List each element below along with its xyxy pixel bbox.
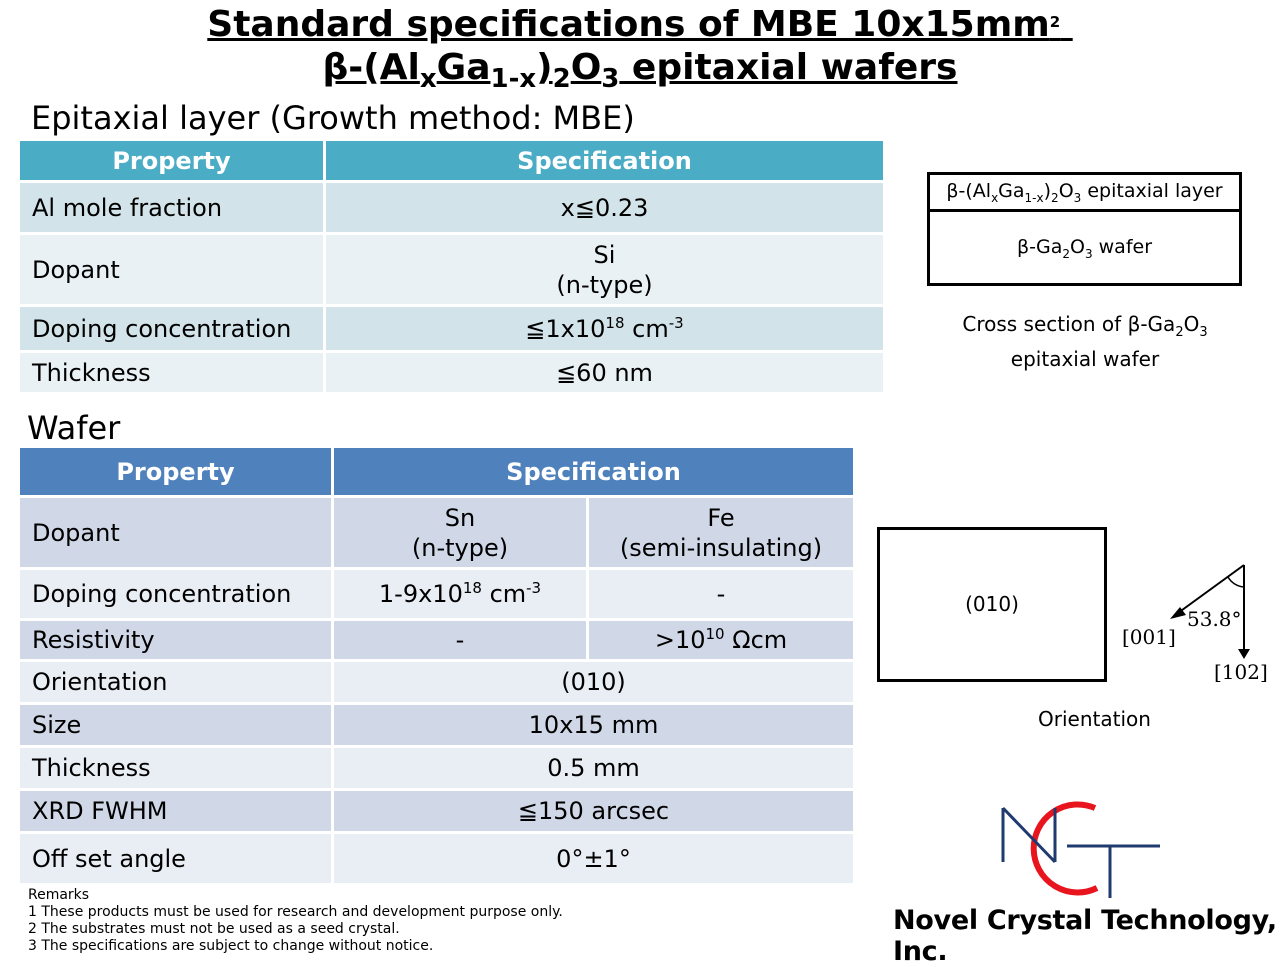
table-row: Al mole fraction x≦0.23: [20, 183, 886, 235]
company-name: Novel Crystal Technology, Inc.: [893, 905, 1277, 967]
table-row: Off set angle 0°±1°: [20, 834, 856, 886]
company-logo: [1001, 801, 1160, 898]
angle-arc: [1227, 576, 1245, 588]
orientation-caption: Orientation: [1038, 707, 1151, 731]
wafer-spec-table: Property Specification Dopant Sn (n-type…: [20, 448, 856, 886]
table-row: Doping concentration 1-9x1018 cm-3 -: [20, 570, 856, 621]
logo-arc-icon: [1030, 801, 1099, 896]
direction-001-label: [001]: [1122, 625, 1176, 649]
property-cell: Dopant: [20, 498, 334, 570]
value-cell: 0.5 mm: [334, 748, 856, 791]
value-cell: 10x15 mm: [334, 705, 856, 748]
property-cell: Thickness: [20, 748, 334, 791]
table-row: Thickness ≦60 nm: [20, 353, 886, 395]
wafer-header-specification: Specification: [334, 448, 856, 498]
table-row: Resistivity - >1010 Ωcm: [20, 621, 856, 662]
value-cell-sn: Sn (n-type): [334, 498, 589, 570]
remark-item: 3 The specifications are subject to chan…: [28, 938, 434, 954]
value-cell: (010): [334, 662, 856, 705]
value-cell: ≦150 arcsec: [334, 791, 856, 834]
wafer-section-heading: Wafer: [27, 409, 121, 447]
wafer-header-property: Property: [20, 448, 334, 498]
value-cell: 0°±1°: [334, 834, 856, 886]
remark-item: 2 The substrates must not be used as a s…: [28, 921, 400, 937]
page-title-line1: Standard specifications of MBE 10x15mm2: [207, 4, 1061, 45]
wafer-face-box: (010): [877, 527, 1107, 682]
property-cell: Thickness: [20, 353, 326, 395]
epitaxial-layer-label: β-(AlxGa1-x)2O3 epitaxial layer: [930, 175, 1239, 212]
property-cell: Size: [20, 705, 334, 748]
value-cell-fe: Fe (semi-insulating): [589, 498, 856, 570]
remark-item: 1 These products must be used for resear…: [28, 904, 563, 920]
epitaxial-header-specification: Specification: [326, 141, 886, 183]
property-cell: Doping concentration: [20, 307, 326, 353]
epitaxial-spec-table: Property Specification Al mole fraction …: [20, 141, 886, 395]
property-cell: Doping concentration: [20, 570, 334, 621]
value-cell-fe: -: [589, 570, 856, 621]
value-cell: Si (n-type): [326, 235, 886, 307]
direction-102-label: [102]: [1214, 660, 1268, 684]
value-cell-sn: -: [334, 621, 589, 662]
property-cell: Al mole fraction: [20, 183, 326, 235]
remarks-heading: Remarks: [28, 887, 90, 903]
table-row: XRD FWHM ≦150 arcsec: [20, 791, 856, 834]
table-row: Doping concentration ≦1x1018 cm-3: [20, 307, 886, 353]
epitaxial-header-property: Property: [20, 141, 326, 183]
property-cell: Resistivity: [20, 621, 334, 662]
arrow-102-icon: [1238, 649, 1250, 659]
value-cell: x≦0.23: [326, 183, 886, 235]
property-cell: Orientation: [20, 662, 334, 705]
value-cell-sn: 1-9x1018 cm-3: [334, 570, 589, 621]
table-row: Dopant Sn (n-type) Fe (semi-insulating): [20, 498, 856, 570]
cross-section-caption: Cross section of β-Ga2O3 epitaxial wafer: [962, 312, 1208, 371]
table-row: Thickness 0.5 mm: [20, 748, 856, 791]
table-row: Orientation (010): [20, 662, 856, 705]
value-cell: ≦60 nm: [326, 353, 886, 395]
face-label: (010): [965, 592, 1019, 616]
cross-section-diagram: β-(AlxGa1-x)2O3 epitaxial layer β-Ga2O3 …: [927, 172, 1242, 286]
table-row: Dopant Si (n-type): [20, 235, 886, 307]
page-title-line2: β-(AlxGa1-x)2O3 epitaxial wafers: [322, 47, 958, 95]
table-row: Size 10x15 mm: [20, 705, 856, 748]
property-cell: XRD FWHM: [20, 791, 334, 834]
orientation-arrows: [1170, 564, 1250, 659]
angle-label: 53.8°: [1187, 607, 1242, 631]
epitaxial-section-heading: Epitaxial layer (Growth method: MBE): [31, 99, 635, 137]
value-cell: ≦1x1018 cm-3: [326, 307, 886, 353]
property-cell: Off set angle: [20, 834, 334, 886]
arrow-001-icon: [1170, 607, 1186, 619]
wafer-layer-label: β-Ga2O3 wafer: [1016, 236, 1153, 261]
property-cell: Dopant: [20, 235, 326, 307]
value-cell-fe: >1010 Ωcm: [589, 621, 856, 662]
remarks: Remarks 1 These products must be used fo…: [28, 887, 563, 955]
